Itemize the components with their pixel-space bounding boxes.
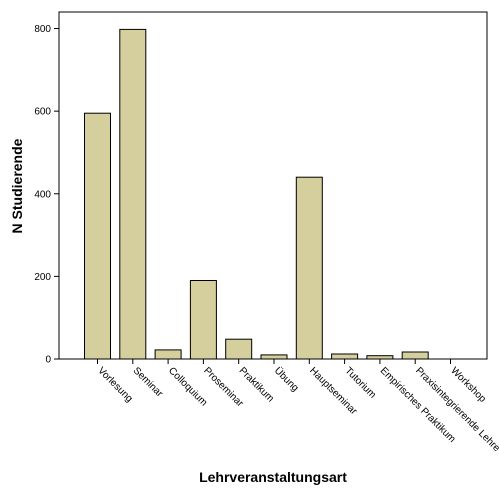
bar-0	[84, 112, 111, 360]
y-tick-label-2: 400	[34, 189, 51, 200]
bar-7	[331, 353, 359, 360]
bar-4	[225, 338, 253, 360]
bar-5	[260, 354, 288, 360]
x-tick-label-0: Vorlesung	[95, 365, 134, 404]
y-tick-label-4: 800	[34, 24, 51, 35]
x-tick-label-7: Tutorium	[342, 365, 377, 400]
y-axis-ticks: 0 200 400 600 800	[34, 24, 59, 366]
y-tick-label-1: 200	[34, 272, 51, 283]
bars-group	[84, 28, 429, 360]
bar-8	[366, 355, 394, 360]
bar-2	[154, 349, 182, 360]
y-axis-title: N Studierende	[9, 138, 25, 233]
x-axis-title: Lehrveranstaltungsart	[199, 469, 347, 485]
y-tick-label-0: 0	[45, 355, 51, 366]
bar-6	[295, 176, 323, 360]
bar-3	[189, 280, 217, 360]
x-tick-label-1: Seminar	[131, 365, 166, 400]
bar-9	[401, 351, 429, 360]
bar-1	[119, 28, 147, 360]
y-tick-label-3: 600	[34, 107, 51, 118]
x-tick-label-5: Übung	[272, 365, 301, 394]
